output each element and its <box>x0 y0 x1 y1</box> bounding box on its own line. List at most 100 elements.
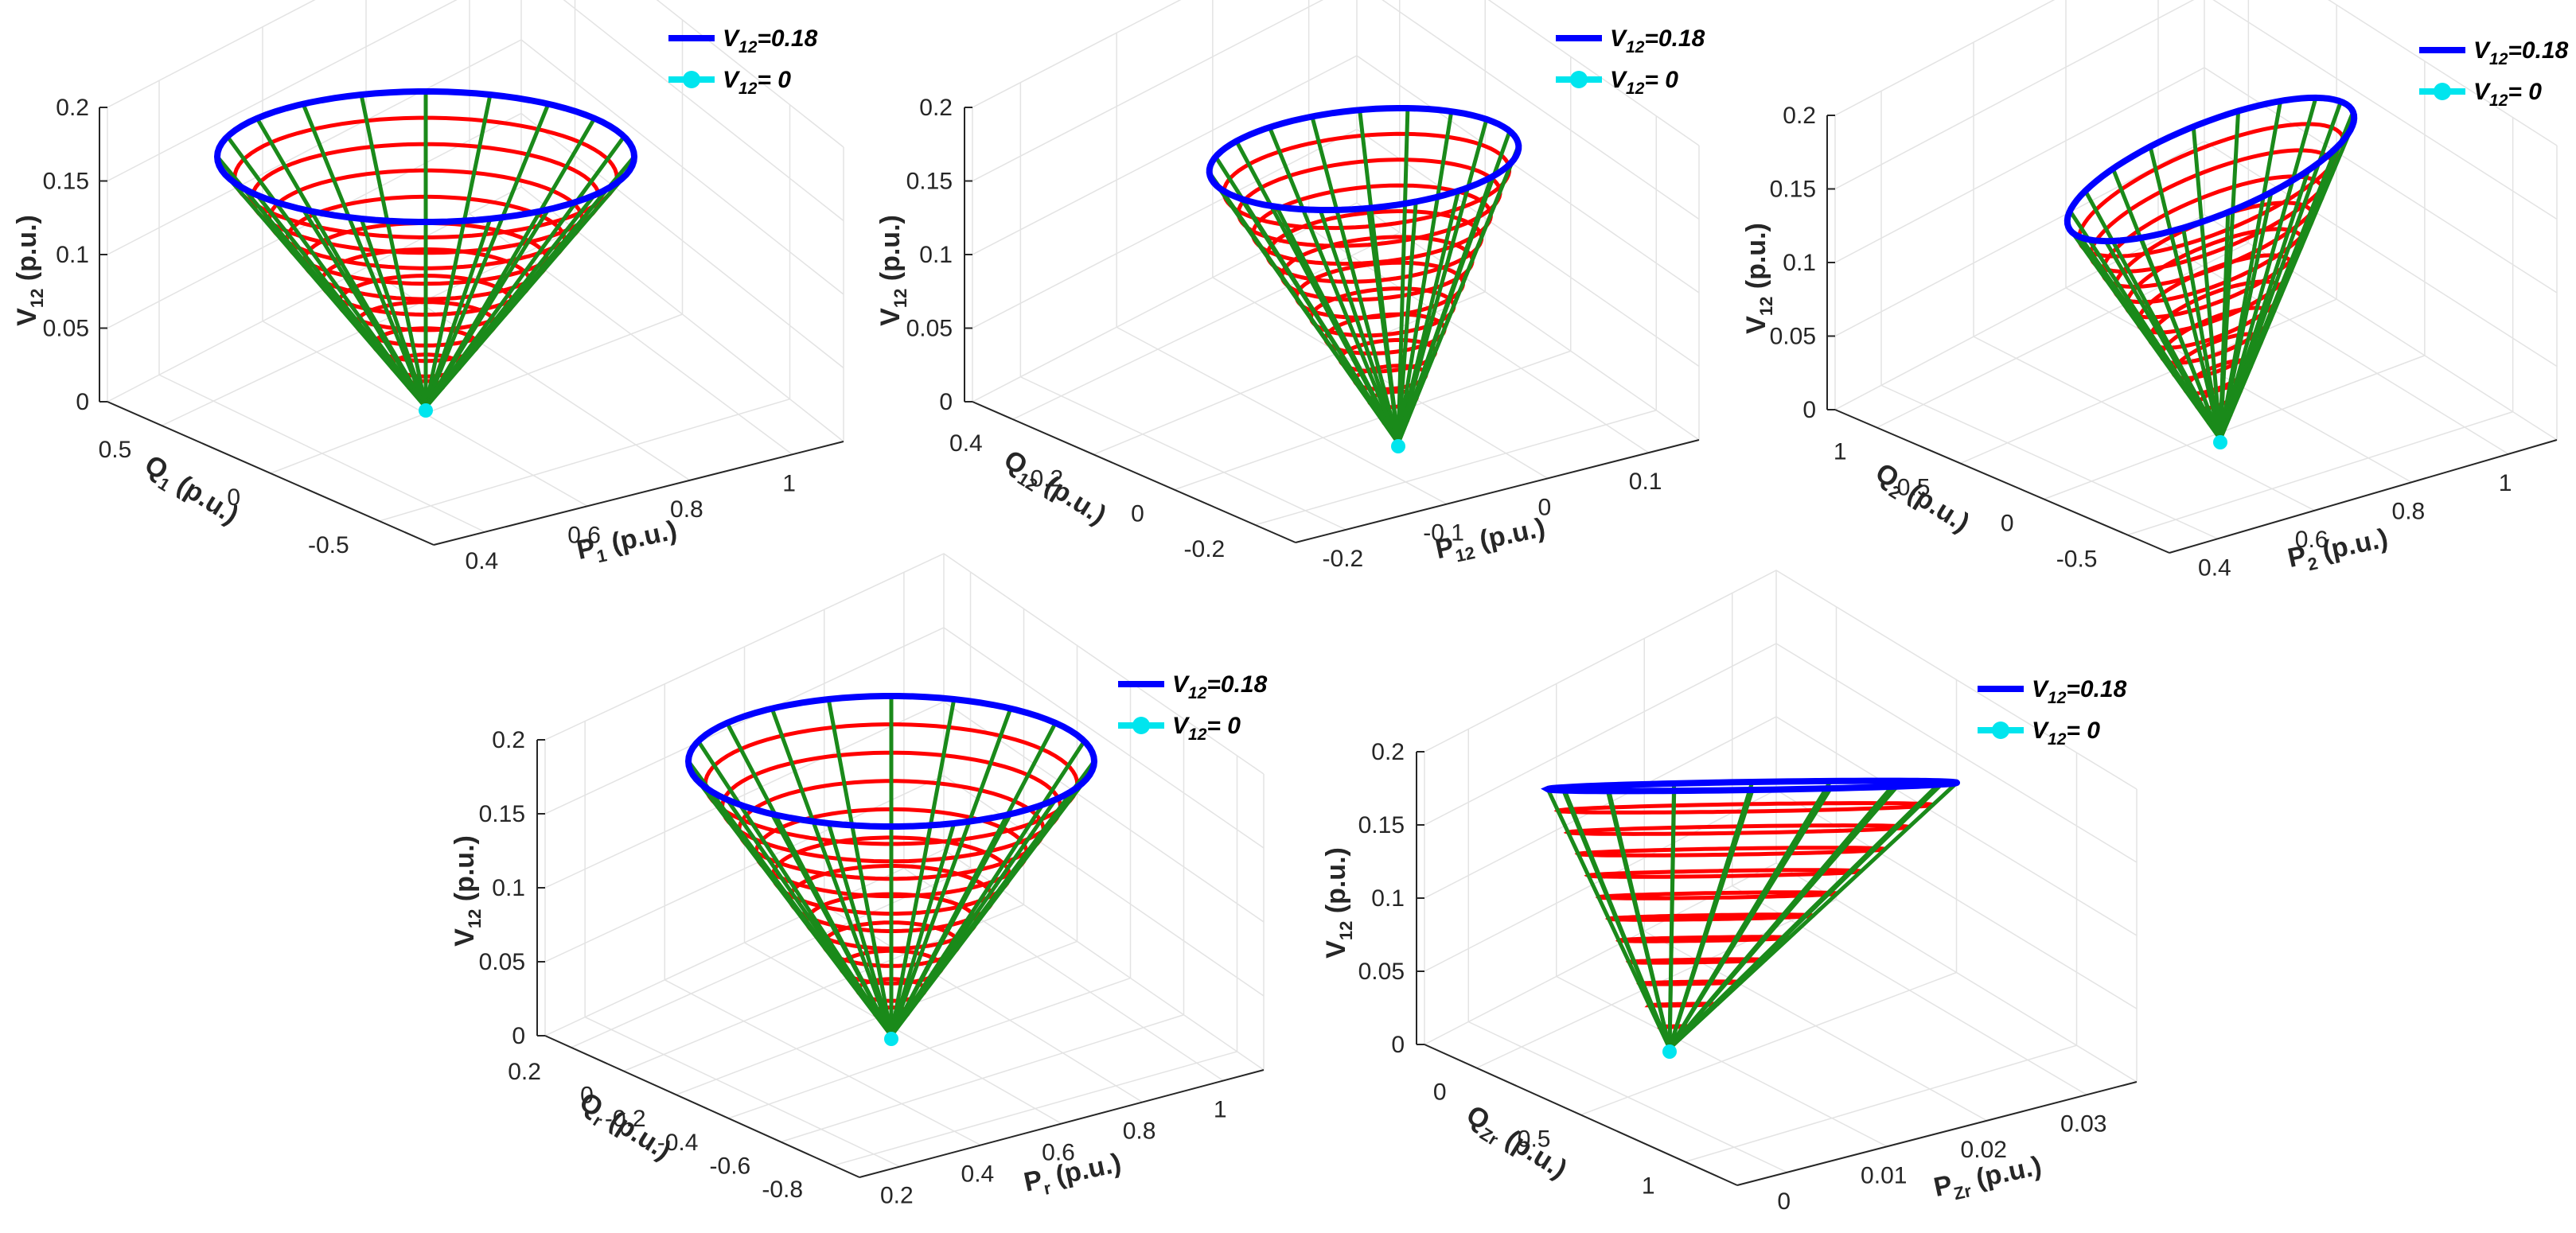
legend-label-rest: = 0 <box>2066 718 2100 744</box>
grid-line-z <box>1834 0 2558 146</box>
cone-generator <box>423 92 493 410</box>
cone-generator <box>1396 129 1512 445</box>
z-axis-label-sub: 12 <box>465 909 485 928</box>
legend-label-main: V <box>2032 676 2050 702</box>
legend-label-rest: = 0 <box>757 67 791 93</box>
grid-line-floor <box>379 398 790 522</box>
cone-generator <box>423 116 597 410</box>
z-tick-label: 0.15 <box>906 169 953 195</box>
x-axis-line <box>1295 439 1700 543</box>
z-tick-label: 0.2 <box>492 727 525 753</box>
grid-line-floor <box>270 313 683 474</box>
cone-generator <box>1396 117 1489 445</box>
panel-3-grid <box>1834 0 2558 539</box>
z-tick-label: 0.05 <box>1770 324 1816 350</box>
x-tick-label: 1 <box>782 470 796 496</box>
legend-label-main: V <box>1610 67 1628 93</box>
y-axis-label: Q12 (p.u.) <box>996 445 1112 535</box>
z-tick-label: 0.15 <box>479 801 525 827</box>
grid-line-floor <box>824 904 1143 1103</box>
grid-line-z <box>972 0 1700 220</box>
panel-2: 00.050.10.150.20.40.20-0.2 -0.2-0.100.1V1… <box>875 0 1705 572</box>
rim-curve-v12-0.18 <box>2064 94 2358 245</box>
cone-generator <box>2218 99 2283 441</box>
grid-line-floor <box>744 942 1062 1125</box>
panel-2-cone <box>1206 105 1522 453</box>
grid-line-floor <box>1973 336 2315 511</box>
y-tick-label: 0.5 <box>1897 475 1931 501</box>
x-axis-label-unit: (p.u.) <box>1470 512 1548 557</box>
apex-point-v12-0 <box>884 1032 898 1046</box>
grid-line-floor <box>2044 355 2426 500</box>
panel-5-cone <box>1541 777 1960 1059</box>
legend-label-rest: = 0 <box>2508 79 2542 105</box>
z-axis-label-main: V <box>450 928 480 947</box>
legend-marker <box>1570 71 1588 88</box>
grid-line-floor <box>1880 384 2219 539</box>
y-axis-line <box>544 1035 860 1178</box>
cone-generator <box>423 102 551 410</box>
legend-label: V12= 0 <box>2032 718 2100 749</box>
cone-generator <box>1667 779 1900 1051</box>
grid-line-floor <box>1960 298 2337 465</box>
apex-point-v12-0 <box>1391 439 1405 453</box>
cone-generator <box>1318 208 1401 445</box>
x-axis-label-sub: 12 <box>1454 543 1477 566</box>
cone-generator <box>1605 783 1672 1051</box>
y-tick-label: -0.2 <box>605 1106 646 1132</box>
z-tick-label: 0 <box>939 389 953 415</box>
y-axis-line <box>1424 1044 1738 1186</box>
legend-label-sub: 12 <box>1188 684 1207 702</box>
z-axis-label-main: V <box>875 308 906 326</box>
cone-generator <box>225 134 428 410</box>
z-axis-label-unit: (p.u.) <box>450 835 480 909</box>
y-tick-label: 0 <box>227 484 240 511</box>
cone-generator <box>696 739 894 1038</box>
x-tick-label: 1 <box>1214 1097 1227 1123</box>
rim-curve-v12-0.18 <box>213 88 637 225</box>
x-tick-label: 0.2 <box>880 1183 914 1209</box>
z-axis-label-unit: (p.u.) <box>1321 847 1351 921</box>
rim-curve-v12-0.18 <box>1206 105 1522 213</box>
legend-label: V12=0.18 <box>1172 671 1268 702</box>
grid-line-floor <box>1116 326 1448 505</box>
apex-point-v12-0 <box>2213 435 2227 449</box>
y-tick-label: 0.5 <box>99 437 132 463</box>
cone-generator <box>686 759 894 1038</box>
x-tick-label: 0.1 <box>1629 469 1662 495</box>
x-axis-label-main: P <box>1931 1169 1955 1203</box>
cone-generator <box>725 721 894 1038</box>
grid-line-floor <box>1732 885 2087 1095</box>
y-axis-label-unit: (p.u.) <box>166 465 244 530</box>
z-tick-label: 0 <box>1802 397 1816 423</box>
y-axis-line <box>1834 409 2170 554</box>
z-tick-label: 0.1 <box>492 875 525 901</box>
y-tick-label: 0.4 <box>949 430 983 457</box>
grid-line-z <box>972 0 1700 146</box>
z-axis-label-main: V <box>1321 940 1351 959</box>
cone-generator <box>1396 106 1410 445</box>
z-tick-label: 0.05 <box>479 949 525 975</box>
z-axis-label-main: V <box>12 308 42 326</box>
y-tick-label: 0.5 <box>1518 1126 1551 1153</box>
x-tick-label: 0.8 <box>2392 498 2426 524</box>
legend-label: V12=0.18 <box>2473 37 2569 68</box>
grid-line-floor <box>1255 410 1657 526</box>
x-axis-line <box>859 1069 1265 1178</box>
x-tick-label: 0 <box>1777 1188 1791 1215</box>
z-axis-label: V12 (p.u.) <box>1741 223 1776 334</box>
y-tick-label: -0.2 <box>1184 536 1226 562</box>
cone-generator <box>2218 109 2241 441</box>
panel-2-axes <box>964 107 1700 543</box>
cone-generator <box>1207 170 1401 445</box>
x-tick-label: 0.03 <box>2060 1110 2106 1137</box>
legend-label: V12= 0 <box>1172 713 1241 744</box>
legend-label-sub: 12 <box>2489 91 2508 110</box>
x-tick-label: 0.4 <box>961 1161 995 1188</box>
z-tick-label: 0.1 <box>1371 885 1405 912</box>
cone-generator <box>1234 138 1401 445</box>
grid-line-floor <box>2157 238 2509 455</box>
